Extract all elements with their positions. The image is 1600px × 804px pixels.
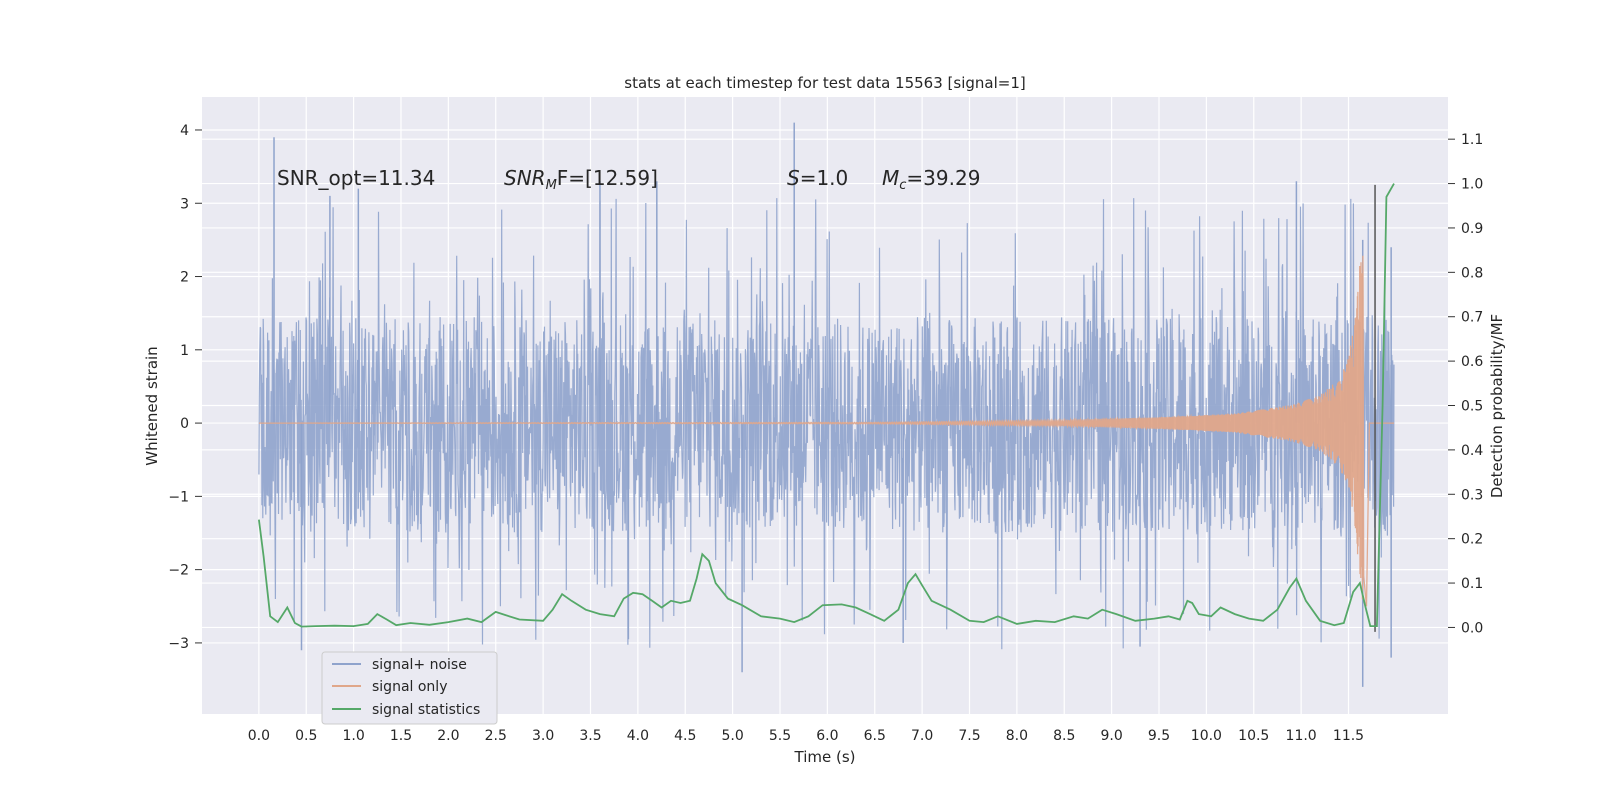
legend-label-signal-only: signal only — [372, 679, 447, 695]
x-tick-label: 3.5 — [579, 728, 601, 744]
y2-tick-label: 0.4 — [1461, 443, 1483, 459]
y2-tick-label: 0.1 — [1461, 576, 1483, 592]
y2-tick-label: 0.2 — [1461, 532, 1483, 548]
y2-tick-label: 0.9 — [1461, 221, 1483, 237]
x-tick-label: 9.5 — [1148, 728, 1170, 744]
x-tick-label: 8.0 — [1006, 728, 1028, 744]
legend-label-signal-noise: signal+ noise — [372, 657, 467, 673]
x-tick-label: 0.5 — [295, 728, 317, 744]
x-tick-label: 1.5 — [390, 728, 412, 744]
annotation-snr-mf-name: SNR — [504, 166, 546, 190]
x-tick-label: 7.5 — [958, 728, 980, 744]
x-tick-label: 9.0 — [1100, 728, 1122, 744]
signal-statistics-line — [258, 183, 1395, 628]
y-tick-label: −2 — [168, 563, 189, 579]
y2-tick-label: 0.7 — [1461, 310, 1483, 326]
y2-tick-label: 0.5 — [1461, 399, 1483, 415]
annotation-mc-subscript: c — [899, 178, 906, 193]
y2-tick-label: 0.0 — [1461, 620, 1483, 636]
annotation-mc: Mc=39.29 — [882, 166, 980, 193]
x-tick-label: 5.5 — [769, 728, 791, 744]
y-tick-label: 4 — [180, 123, 189, 139]
y2-tick-label: 0.6 — [1461, 354, 1483, 370]
y-tick-label: 1 — [180, 343, 189, 359]
legend-label-signal-statistics: signal statistics — [372, 702, 480, 718]
annotation-mc-value: =39.29 — [906, 166, 980, 190]
x-tick-label: 4.0 — [627, 728, 649, 744]
legend-box — [321, 651, 498, 725]
x-tick-label: 0.0 — [248, 728, 270, 744]
y2-tick-label: 0.8 — [1461, 265, 1483, 281]
x-tick-label: 11.0 — [1286, 728, 1317, 744]
x-tick-label: 10.5 — [1238, 728, 1269, 744]
y-tick-label: −3 — [168, 636, 189, 652]
x-tick-label: 4.5 — [674, 728, 696, 744]
y2-tick-label: 1.0 — [1461, 177, 1483, 193]
y-tick-label: 2 — [180, 270, 189, 286]
legend: signal+ noise signal only signal statist… — [321, 651, 498, 725]
x-tick-label: 3.0 — [532, 728, 554, 744]
signal-only-trace — [258, 255, 1394, 607]
x-tick-label: 2.5 — [485, 728, 507, 744]
annotation-mc-name: M — [882, 166, 899, 190]
y2-axis-ticks: 1.1 1.0 0.9 0.8 0.7 0.6 0.5 0.4 0.3 0.2 0.1 0.0 — [1448, 132, 1483, 636]
x-axis-label: Time (s) — [794, 748, 856, 766]
annotation-s: S=1.0 — [787, 166, 848, 190]
x-tick-label: 5.0 — [721, 728, 743, 744]
series-signal-statistics — [258, 183, 1395, 628]
y2-tick-label: 1.1 — [1461, 132, 1483, 148]
x-tick-label: 6.5 — [864, 728, 886, 744]
y-tick-label: 3 — [180, 196, 189, 212]
y2-axis-label: Detection probability/MF — [1488, 314, 1506, 498]
annotation-s-value: =1.0 — [800, 166, 849, 190]
chart-title: stats at each timestep for test data 155… — [624, 74, 1025, 92]
y-axis-ticks: 4 3 2 1 0 −1 −2 −3 — [168, 123, 202, 652]
x-tick-label: 6.0 — [816, 728, 838, 744]
y-tick-label: −1 — [168, 489, 189, 505]
annotation-snr-mf-subscript: M — [546, 178, 557, 193]
x-tick-label: 2.0 — [437, 728, 459, 744]
series-signal-only — [258, 255, 1394, 607]
x-tick-label: 7.0 — [911, 728, 933, 744]
y-tick-label: 0 — [180, 416, 189, 432]
x-axis-ticks: 0.0 0.5 1.0 1.5 2.0 2.5 3.0 3.5 4.0 4.5 5.0 5.5 6.0 6… — [248, 728, 1364, 744]
annotation-snr-mf-value: F=[12.59] — [557, 166, 658, 190]
x-tick-label: 8.5 — [1053, 728, 1075, 744]
y2-tick-label: 0.3 — [1461, 487, 1483, 503]
x-tick-label: 11.5 — [1333, 728, 1364, 744]
annotation-snr-opt: SNR_opt=11.34 — [277, 166, 435, 190]
annotation-s-name: S — [787, 166, 800, 190]
signal-noise-trace — [258, 198, 1395, 650]
y-axis-label: Whitened strain — [143, 346, 161, 465]
annotation-snr-mf: SNRMF=[12.59] — [504, 166, 658, 193]
x-tick-label: 1.0 — [342, 728, 364, 744]
x-tick-label: 10.0 — [1191, 728, 1222, 744]
